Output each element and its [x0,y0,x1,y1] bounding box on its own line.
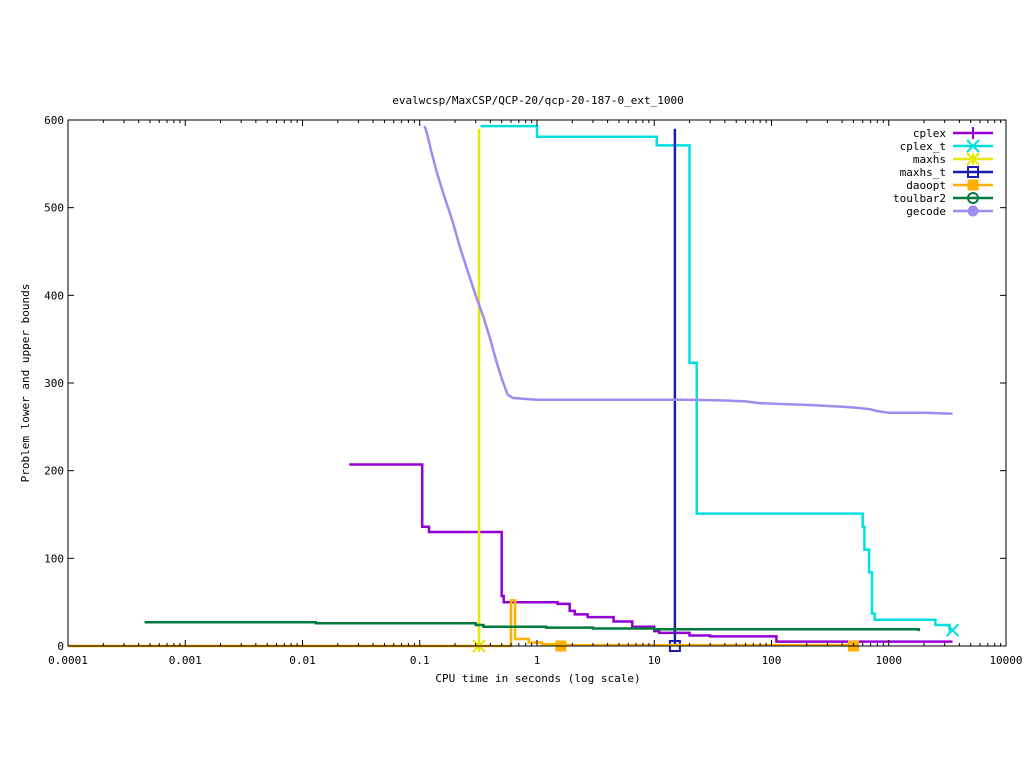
legend-label: toulbar2 [893,192,946,205]
legend-item-cplex_t: cplex_t [900,139,993,153]
x-tick-label: 0.01 [289,654,316,667]
legend-label: maxhs [913,153,946,166]
series-cplex_t [480,124,960,637]
legend-item-maxhs_t: maxhs_t [900,166,993,179]
x-tick-label: 100 [762,654,782,667]
plot-frame [67,119,1007,647]
y-axis-label: Problem lower and upper bounds [19,284,32,483]
y-axis: 0 100 200 300 400 500 600 [44,114,1006,653]
plot-area [68,124,960,653]
legend-marker [967,205,979,217]
legend-item-cplex: cplex [913,127,993,140]
legend-marker [966,152,980,166]
series-line-cplex [349,463,953,643]
legend: cplexcplex_tmaxhsmaxhs_tdaoopttoulbar2ge… [893,127,993,218]
series-daoopt [68,599,859,652]
y-tick-label: 300 [44,377,64,390]
x-tick-label: 0.0001 [48,654,88,667]
legend-marker [967,127,979,139]
y-tick-label: 0 [57,640,64,653]
legend-marker [966,139,980,153]
x-tick-label: 0.1 [410,654,430,667]
x-axis: 0.0001 0.001 0.01 0.1 1 10 100 1000 10000 [48,120,1023,667]
series-line-toulbar2 [144,621,920,632]
y-tick-label: 600 [44,114,64,127]
y-tick-label: 200 [44,465,64,478]
series-line-cplex_t [480,124,953,632]
legend-label: cplex [913,127,946,140]
x-tick-label: 1 [534,654,541,667]
legend-item-gecode: gecode [906,205,993,218]
series-maxhs [472,128,486,653]
x-tick-label: 10 [648,654,661,667]
x-tick-label: 0.001 [169,654,202,667]
x-axis-label: CPU time in seconds (log scale) [435,672,640,685]
series-line-gecode [423,125,953,415]
legend-marker [967,192,979,204]
legend-label: daoopt [906,179,946,192]
legend-label: cplex_t [900,140,946,153]
series-marker-cplex_t [945,623,960,637]
legend-label: maxhs_t [900,166,946,179]
series-maxhs_t [668,128,681,652]
legend-marker [967,166,979,178]
series-gecode [423,125,953,415]
y-tick-label: 400 [44,289,64,302]
legend-item-toulbar2: toulbar2 [893,192,993,205]
x-tick-label: 1000 [876,654,903,667]
legend-label: gecode [906,205,946,218]
legend-item-daoopt: daoopt [906,179,993,192]
legend-item-maxhs: maxhs [913,152,993,166]
series-toulbar2 [144,621,920,632]
series-cplex [349,463,953,643]
chart-title: evalwcsp/MaxCSP/QCP-20/qcp-20-187-0_ext_… [392,94,683,107]
y-tick-label: 500 [44,202,64,215]
x-tick-label: 10000 [989,654,1022,667]
legend-marker [967,179,979,191]
y-tick-label: 100 [44,552,64,565]
